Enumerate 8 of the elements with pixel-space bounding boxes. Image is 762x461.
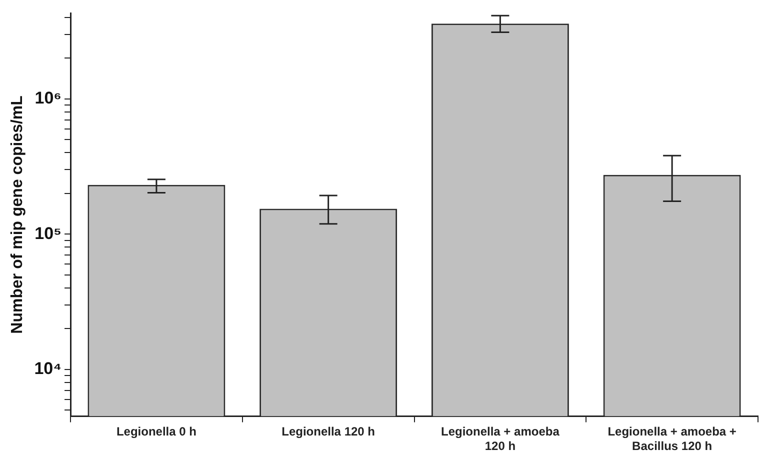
- x-tick-label: Legionella 0 h: [116, 424, 196, 439]
- x-tick-label: Legionella + amoeba + Bacillus 120 h: [608, 424, 736, 454]
- y-tick-label: 10⁶: [34, 88, 62, 108]
- y-axis-title: Number of mip gene copies/mL: [9, 95, 26, 334]
- y-tick-label: 10⁴: [34, 358, 62, 378]
- x-tick-label: Legionella + amoeba 120 h: [441, 424, 560, 454]
- y-tick-label: 10⁵: [34, 224, 62, 243]
- x-tick-label: Legionella 120 h: [282, 424, 376, 439]
